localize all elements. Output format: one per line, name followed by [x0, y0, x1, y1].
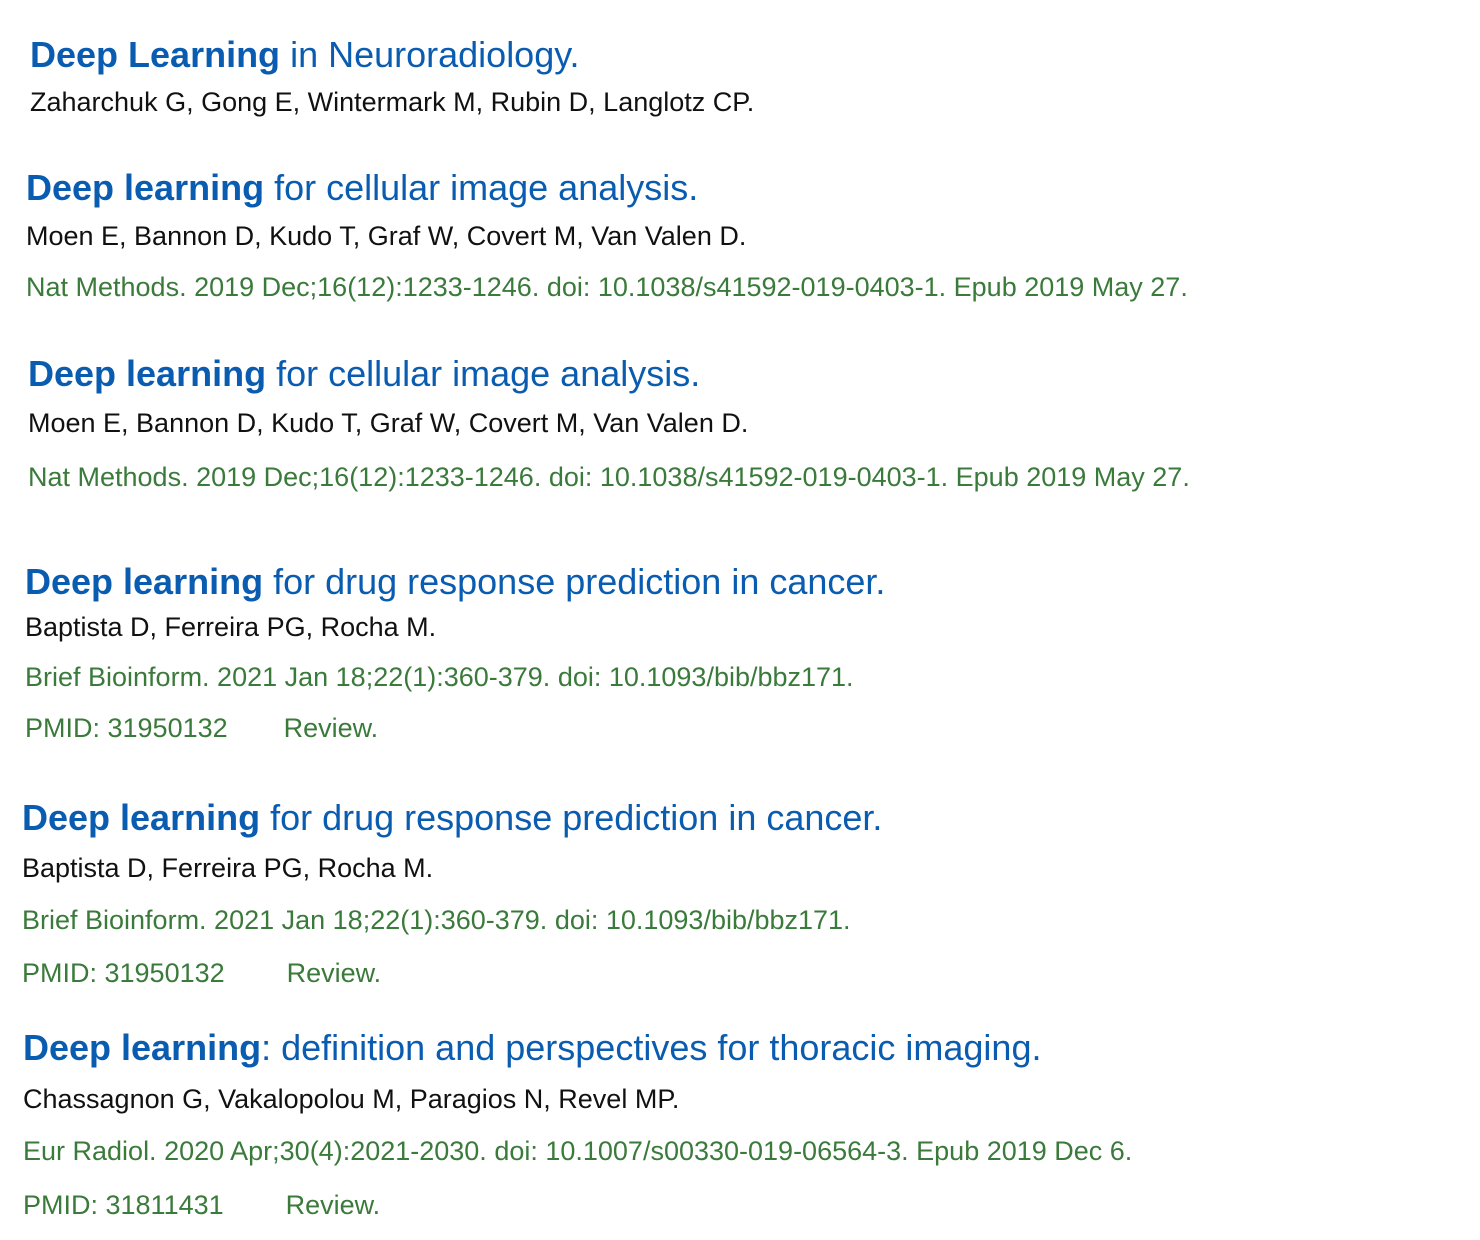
result-citation: Brief Bioinform. 2021 Jan 18;22(1):360-3…	[22, 905, 851, 935]
result-pmid: PMID: 31950132	[25, 713, 228, 743]
result-pmid: PMID: 31811431	[23, 1190, 224, 1220]
result-article-type: Review.	[285, 1190, 381, 1220]
result-citation: Brief Bioinform. 2021 Jan 18;22(1):360-3…	[25, 662, 854, 692]
title-rest: for cellular image analysis.	[266, 353, 701, 394]
result-authors: Moen E, Bannon D, Kudo T, Graf W, Covert…	[28, 408, 749, 438]
search-result: Deep learning for drug response predicti…	[22, 797, 882, 989]
result-title-link[interactable]: Deep learning for cellular image analysi…	[28, 353, 1190, 395]
result-pmid-line: PMID: 31950132 Review.	[25, 712, 885, 744]
result-title-link[interactable]: Deep learning for drug response predicti…	[25, 561, 885, 603]
title-rest: for cellular image analysis.	[264, 167, 699, 208]
title-rest: for drug response prediction in cancer.	[260, 797, 883, 838]
result-article-type: Review.	[286, 958, 382, 988]
result-title-link[interactable]: Deep Learning in Neuroradiology.	[30, 34, 754, 76]
search-result: Deep learning for cellular image analysi…	[26, 167, 1188, 303]
title-highlight: Deep learning	[26, 167, 265, 208]
result-citation: Nat Methods. 2019 Dec;16(12):1233-1246. …	[28, 462, 1190, 492]
search-result: Deep learning for drug response predicti…	[25, 561, 885, 744]
title-highlight: Deep learning	[23, 1027, 262, 1068]
result-authors: Zaharchuk G, Gong E, Wintermark M, Rubin…	[30, 87, 755, 117]
title-highlight: Deep learning	[22, 797, 261, 838]
title-highlight: Deep Learning	[30, 34, 281, 75]
title-highlight: Deep learning	[25, 561, 264, 602]
result-authors: Moen E, Bannon D, Kudo T, Graf W, Covert…	[26, 221, 747, 251]
result-title-link[interactable]: Deep learning: definition and perspectiv…	[23, 1027, 1132, 1069]
result-citation: Eur Radiol. 2020 Apr;30(4):2021-2030. do…	[23, 1136, 1133, 1166]
result-pmid-line: PMID: 31950132 Review.	[22, 957, 882, 989]
result-authors: Baptista D, Ferreira PG, Rocha M.	[25, 612, 437, 642]
result-pmid: PMID: 31950132	[22, 958, 225, 988]
title-rest: : definition and perspectives for thorac…	[261, 1027, 1042, 1068]
result-pmid-line: PMID: 31811431 Review.	[23, 1189, 1132, 1221]
title-rest: for drug response prediction in cancer.	[263, 561, 886, 602]
result-title-link[interactable]: Deep learning for cellular image analysi…	[26, 167, 1188, 209]
search-result: Deep Learning in Neuroradiology. Zaharch…	[30, 34, 754, 118]
title-rest: in Neuroradiology.	[280, 34, 580, 75]
result-authors: Baptista D, Ferreira PG, Rocha M.	[22, 853, 434, 883]
result-title-link[interactable]: Deep learning for drug response predicti…	[22, 797, 882, 839]
result-citation: Nat Methods. 2019 Dec;16(12):1233-1246. …	[26, 272, 1188, 302]
result-authors: Chassagnon G, Vakalopolou M, Paragios N,…	[23, 1084, 680, 1114]
search-result: Deep learning: definition and perspectiv…	[23, 1027, 1132, 1221]
search-result: Deep learning for cellular image analysi…	[28, 353, 1190, 493]
title-highlight: Deep learning	[28, 353, 267, 394]
result-article-type: Review.	[283, 713, 379, 743]
